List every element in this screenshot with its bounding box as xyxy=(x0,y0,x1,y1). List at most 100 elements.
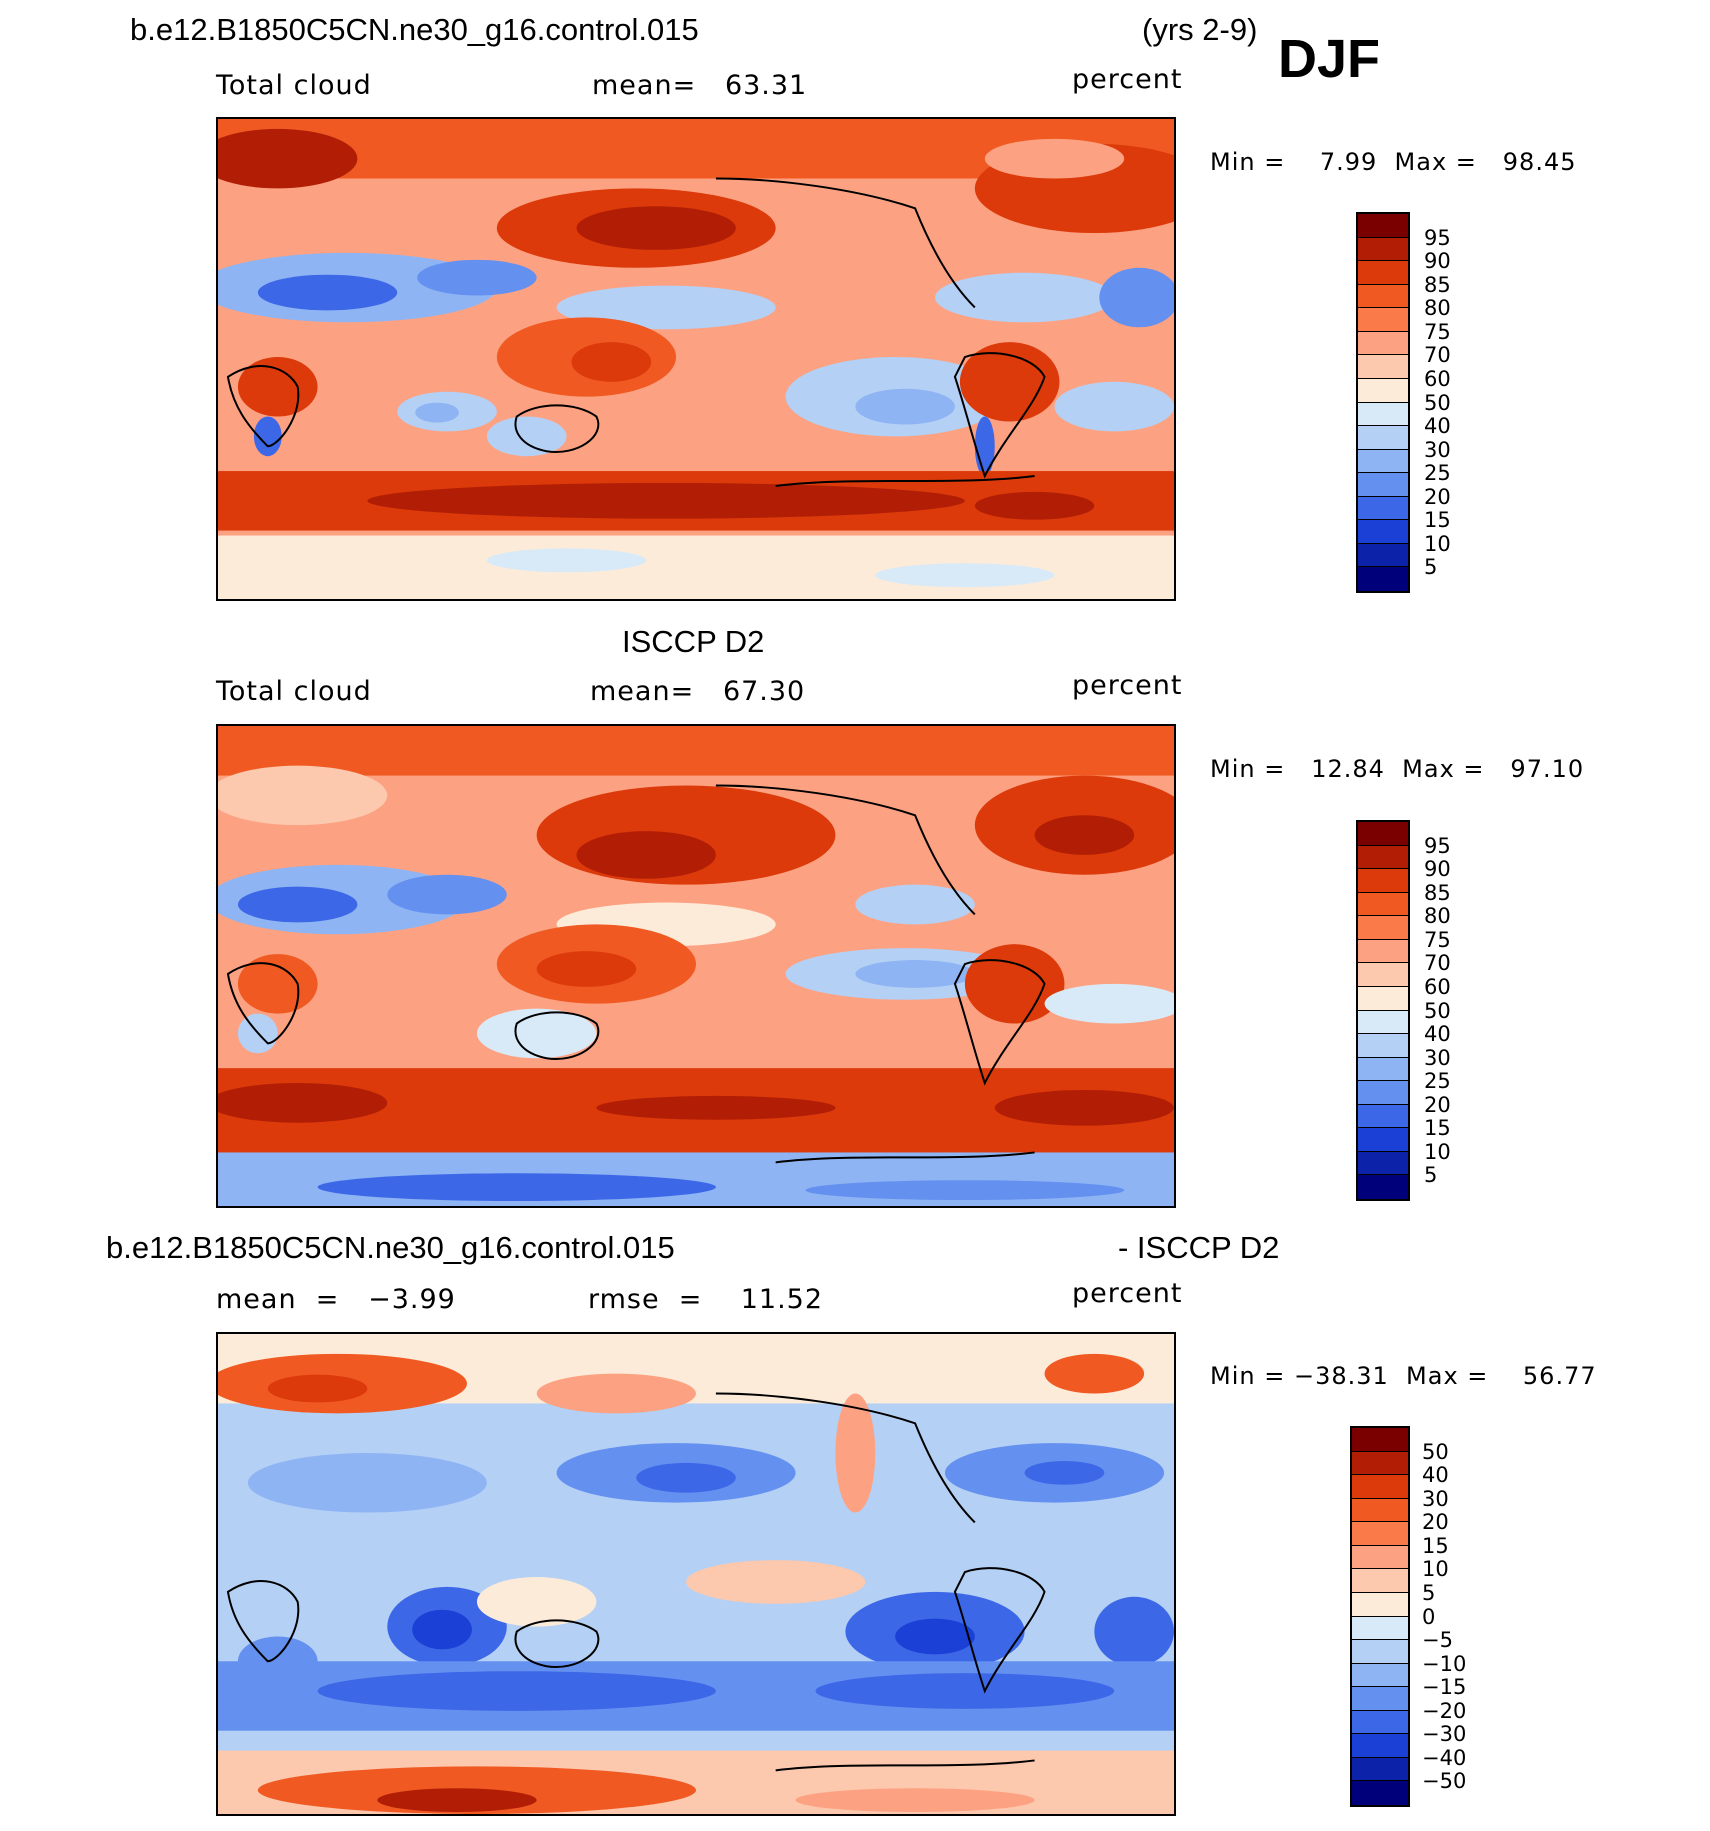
colorbar-swatch xyxy=(1358,237,1408,262)
colorbar-tick-label: 90 xyxy=(1424,857,1451,882)
colorbar-tick-label: 95 xyxy=(1424,225,1451,250)
colorbar-tick-label: 95 xyxy=(1424,833,1451,858)
colorbar-tick-label: 70 xyxy=(1424,951,1451,976)
colorbar-tick-label: 80 xyxy=(1424,296,1451,321)
colorbar-swatch xyxy=(1358,355,1408,379)
colorbar-tick-label: 20 xyxy=(1424,484,1451,509)
colorbar-swatch xyxy=(1352,1757,1408,1782)
colorbar-tick-label: −30 xyxy=(1422,1722,1467,1747)
colorbar-swatch xyxy=(1358,449,1408,474)
panel1-map xyxy=(216,117,1176,601)
case-title: b.e12.B1850C5CN.ne30_g16.control.015 xyxy=(130,12,699,47)
panel1-colorbar xyxy=(1356,212,1410,593)
colorbar-swatch xyxy=(1358,378,1408,403)
panel3-map xyxy=(216,1332,1176,1816)
colorbar-swatch xyxy=(1358,1010,1408,1035)
colorbar-swatch xyxy=(1352,1569,1408,1593)
colorbar-tick-label: 50 xyxy=(1424,390,1451,415)
colorbar-tick-label: 60 xyxy=(1424,974,1451,999)
colorbar-tick-label: 40 xyxy=(1424,1022,1451,1047)
colorbar-swatch xyxy=(1358,822,1408,846)
colorbar-swatch xyxy=(1358,1057,1408,1082)
colorbar-swatch xyxy=(1358,261,1408,285)
colorbar-swatch xyxy=(1352,1545,1408,1570)
panel3-minmax: Min = −38.31 Max = 56.77 xyxy=(1210,1362,1597,1390)
colorbar-tick-label: 5 xyxy=(1424,1163,1438,1188)
colorbar-swatch xyxy=(1352,1475,1408,1499)
colorbar-swatch xyxy=(1358,1128,1408,1152)
colorbar-swatch xyxy=(1358,939,1408,964)
panel2-units: percent xyxy=(1072,670,1183,701)
colorbar-tick-label: 15 xyxy=(1422,1533,1449,1558)
colorbar-swatch xyxy=(1358,1104,1408,1129)
colorbar-tick-label: −15 xyxy=(1422,1675,1467,1700)
colorbar-tick-label: 85 xyxy=(1424,272,1451,297)
colorbar-swatch xyxy=(1352,1663,1408,1688)
colorbar-tick-label: 40 xyxy=(1424,414,1451,439)
colorbar-tick-label: 15 xyxy=(1424,508,1451,533)
colorbar-tick-label: 5 xyxy=(1424,555,1438,580)
panel2-title: ISCCP D2 xyxy=(622,624,765,659)
colorbar-swatch xyxy=(1352,1498,1408,1523)
colorbar-swatch xyxy=(1358,1175,1408,1199)
panel3-colorbar xyxy=(1350,1426,1410,1807)
panel1-minmax: Min = 7.99 Max = 98.45 xyxy=(1210,148,1577,176)
colorbar-swatch xyxy=(1358,214,1408,238)
colorbar-tick-label: 50 xyxy=(1424,998,1451,1023)
colorbar-swatch xyxy=(1358,963,1408,987)
colorbar-swatch xyxy=(1358,331,1408,356)
colorbar-tick-label: 10 xyxy=(1424,1139,1451,1164)
panel3-rmse: rmse = 11.52 xyxy=(588,1284,824,1315)
years-label: (yrs 2-9) xyxy=(1142,12,1258,47)
colorbar-tick-label: −5 xyxy=(1422,1628,1453,1653)
colorbar-tick-label: −10 xyxy=(1422,1651,1467,1676)
panel2-variable: Total cloud xyxy=(216,676,372,707)
colorbar-tick-label: 15 xyxy=(1424,1116,1451,1141)
colorbar-tick-label: −40 xyxy=(1422,1745,1467,1770)
colorbar-tick-label: −50 xyxy=(1422,1769,1467,1794)
panel1-variable: Total cloud xyxy=(216,70,372,101)
panel3-mean: mean = −3.99 xyxy=(216,1284,456,1315)
colorbar-swatch xyxy=(1352,1710,1408,1735)
colorbar-tick-label: 10 xyxy=(1422,1557,1449,1582)
panel1-units: percent xyxy=(1072,64,1183,95)
panel1-mean: mean= 63.31 xyxy=(592,70,808,101)
panel3-units: percent xyxy=(1072,1278,1183,1309)
panel3-title-left: b.e12.B1850C5CN.ne30_g16.control.015 xyxy=(106,1230,675,1265)
colorbar-tick-label: 40 xyxy=(1422,1463,1449,1488)
colorbar-tick-label: 20 xyxy=(1422,1510,1449,1535)
colorbar-swatch xyxy=(1352,1522,1408,1546)
colorbar-tick-label: 50 xyxy=(1422,1439,1449,1464)
colorbar-tick-label: 30 xyxy=(1424,1045,1451,1070)
colorbar-swatch xyxy=(1352,1687,1408,1711)
colorbar-swatch xyxy=(1358,986,1408,1011)
colorbar-tick-label: 75 xyxy=(1424,319,1451,344)
colorbar-swatch xyxy=(1358,1151,1408,1176)
colorbar-swatch xyxy=(1358,543,1408,568)
colorbar-tick-label: 10 xyxy=(1424,531,1451,556)
colorbar-tick-label: 25 xyxy=(1424,1069,1451,1094)
colorbar-tick-label: 25 xyxy=(1424,461,1451,486)
colorbar-tick-label: 85 xyxy=(1424,880,1451,905)
colorbar-swatch xyxy=(1358,892,1408,917)
colorbar-tick-label: 5 xyxy=(1422,1580,1436,1605)
colorbar-swatch xyxy=(1352,1781,1408,1805)
season-label: DJF xyxy=(1278,29,1381,89)
colorbar-swatch xyxy=(1358,869,1408,893)
colorbar-swatch xyxy=(1358,496,1408,521)
colorbar-swatch xyxy=(1358,1034,1408,1058)
colorbar-tick-label: 80 xyxy=(1424,904,1451,929)
colorbar-swatch xyxy=(1358,284,1408,309)
colorbar-tick-label: 30 xyxy=(1422,1486,1449,1511)
colorbar-swatch xyxy=(1358,567,1408,591)
colorbar-tick-label: −20 xyxy=(1422,1698,1467,1723)
panel2-mean: mean= 67.30 xyxy=(590,676,806,707)
colorbar-tick-label: 0 xyxy=(1422,1604,1436,1629)
colorbar-tick-label: 75 xyxy=(1424,927,1451,952)
colorbar-swatch xyxy=(1358,520,1408,544)
colorbar-tick-label: 30 xyxy=(1424,437,1451,462)
colorbar-swatch xyxy=(1358,473,1408,497)
colorbar-swatch xyxy=(1358,916,1408,940)
panel2-colorbar xyxy=(1356,820,1410,1201)
colorbar-swatch xyxy=(1358,426,1408,450)
